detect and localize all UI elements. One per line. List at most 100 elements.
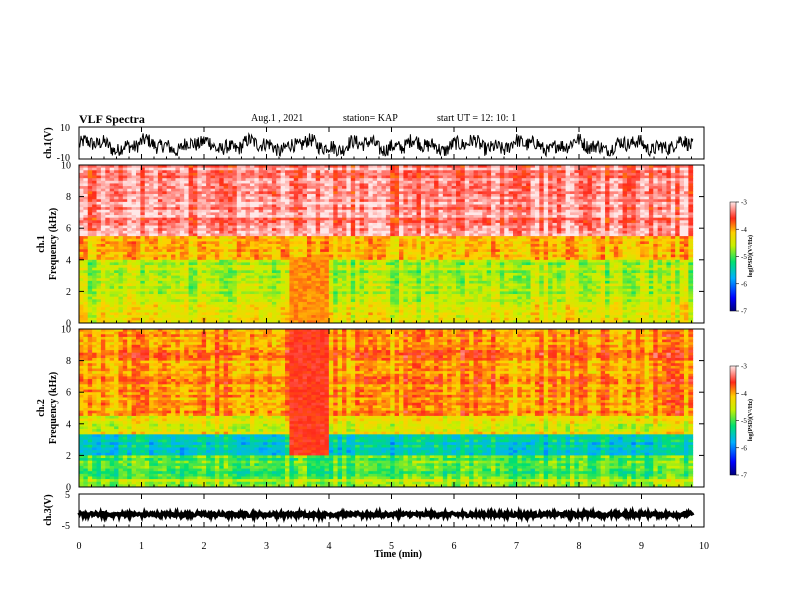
spectrogram-cell	[245, 259, 251, 263]
spectrogram-cell	[105, 304, 111, 308]
spectrogram-cell	[363, 307, 369, 311]
spectrogram-cell	[412, 301, 417, 305]
spectrogram-cell	[162, 180, 168, 184]
spectrogram-cell	[342, 317, 347, 321]
spectrogram-cell	[412, 167, 417, 171]
spectrogram-cell	[350, 188, 356, 192]
spectrogram-cell	[434, 188, 439, 192]
spectrogram-cell	[407, 183, 413, 187]
spectrogram-cell	[241, 267, 246, 271]
spectrogram-cell	[162, 272, 168, 276]
spectrogram-cell	[236, 296, 242, 300]
spectrogram-cell	[206, 262, 211, 266]
spectrogram-cell	[302, 296, 308, 300]
spectrogram-cell	[162, 246, 168, 250]
spectrogram-cell	[267, 259, 273, 263]
spectrogram-cell	[420, 278, 426, 282]
spectrogram-cell	[394, 199, 400, 203]
spectrogram-cell	[377, 199, 382, 203]
spectrogram-cell	[271, 286, 277, 290]
spectrogram-cell	[355, 301, 360, 305]
spectrogram-cell	[92, 225, 97, 229]
spectrogram-cell	[245, 238, 251, 242]
spectrogram-cell	[320, 262, 325, 266]
spectrogram-cell	[412, 246, 417, 250]
spectrogram-cell	[337, 212, 343, 216]
spectrogram-cell	[280, 251, 286, 255]
spectrogram-cell	[381, 170, 387, 174]
spectrogram-cell	[83, 230, 89, 234]
spectrogram-cell	[315, 238, 321, 242]
spectrogram-cell	[171, 286, 176, 290]
spectrogram-cell	[298, 244, 303, 248]
spectrogram-cell	[206, 317, 211, 321]
spectrogram-cell	[114, 241, 119, 245]
spectrogram-cell	[363, 230, 369, 234]
start-ut-label: start UT = 12: 10: 1	[437, 113, 517, 124]
spectrogram-cell	[210, 196, 216, 200]
spectrogram-cell	[416, 301, 422, 305]
spectrogram-cell	[131, 296, 137, 300]
spectrogram-cell	[192, 186, 198, 190]
spectrogram-cell	[368, 259, 374, 263]
spectrogram-cell	[390, 165, 396, 169]
spectrogram-cell	[311, 207, 317, 211]
spectrogram-cell	[333, 167, 339, 171]
spectrogram-cell	[324, 301, 330, 305]
spectrogram-cell	[359, 291, 365, 295]
spectrogram-cell	[206, 286, 211, 290]
spectrogram-cell	[122, 275, 128, 279]
spectrogram-cell	[162, 254, 168, 258]
spectrogram-cell	[258, 180, 264, 184]
spectrogram-cell	[293, 315, 299, 319]
spectrogram-cell	[381, 222, 387, 226]
spectrogram-cell	[171, 191, 176, 195]
spectrogram-cell	[363, 249, 369, 253]
spectrogram-cell	[241, 225, 246, 229]
spectrogram-cell	[368, 294, 374, 298]
spectrogram-cell	[109, 217, 115, 221]
spectrogram-cell	[228, 241, 233, 245]
spectrogram-cell	[412, 180, 417, 184]
spectrogram-cell	[285, 193, 290, 197]
spectrogram-cell	[201, 257, 207, 261]
spectrogram-cell	[425, 191, 431, 195]
spectrogram-cell	[328, 259, 334, 263]
spectrogram-cell	[157, 180, 163, 184]
spectrogram-cell	[271, 167, 277, 171]
spectrogram-cell	[127, 204, 132, 208]
spectrogram-cell	[438, 278, 444, 282]
spectrogram-cell	[135, 278, 141, 282]
spectrogram-cell	[311, 315, 317, 319]
spectrogram-cell	[153, 241, 159, 245]
spectrogram-cell	[289, 178, 295, 182]
spectrogram-cell	[425, 296, 431, 300]
spectrogram-cell	[153, 249, 159, 253]
spectrogram-cell	[363, 217, 369, 221]
spectrogram-cell	[184, 199, 189, 203]
spectrogram-cell	[333, 222, 339, 226]
spectrogram-cell	[346, 230, 352, 234]
spectrogram-cell	[92, 283, 97, 287]
spectrogram-cell	[434, 215, 439, 219]
spectrogram-cell	[197, 222, 203, 226]
spectrogram-cell	[166, 304, 172, 308]
spectrogram-cell	[92, 270, 97, 274]
spectrogram-cell	[92, 296, 97, 300]
spectrogram-cell	[346, 188, 352, 192]
spectrogram-cell	[412, 254, 417, 258]
spectrogram-cell	[420, 259, 426, 263]
spectrogram-cell	[390, 309, 396, 313]
spectrogram-cell	[122, 251, 128, 255]
spectrogram-cell	[105, 265, 111, 269]
spectrogram-cell	[105, 315, 111, 319]
spectrogram-cell	[100, 222, 106, 226]
spectrogram-cell	[280, 312, 286, 316]
spectrogram-cell	[311, 188, 317, 192]
spectrogram-cell	[192, 244, 198, 248]
spectrogram-cell	[363, 257, 369, 261]
spectrogram-cell	[363, 207, 369, 211]
spectrogram-cell	[232, 191, 238, 195]
spectrogram-cell	[368, 315, 374, 319]
spectrogram-cell	[140, 241, 146, 245]
